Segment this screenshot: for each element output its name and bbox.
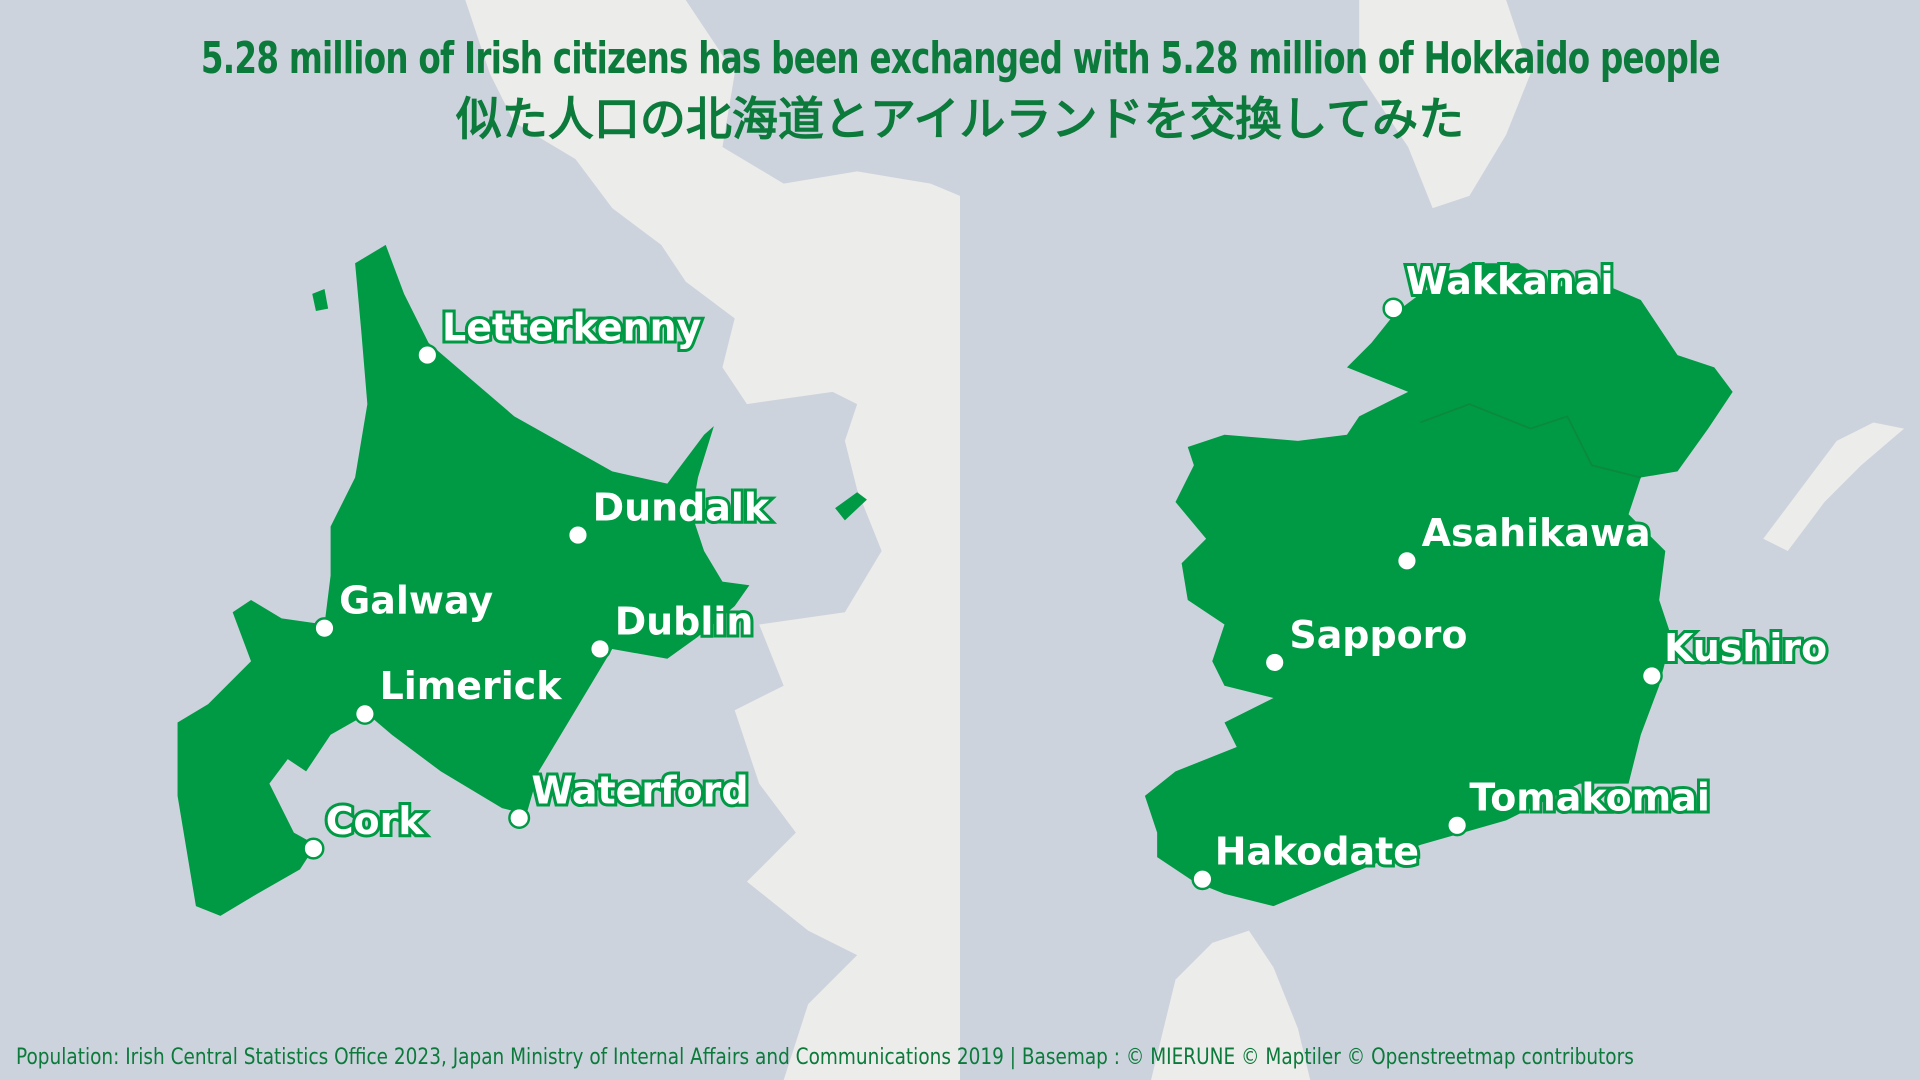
- city-label: Limerick: [380, 664, 563, 708]
- city-label: Asahikawa: [1422, 511, 1651, 555]
- title-japanese: 似た人口の北海道とアイルランドを交換してみた: [455, 91, 1465, 146]
- city-layer: Letterkenny Dundalk Galway Dublin Limerick Co…: [302, 256, 1830, 891]
- city-label: Cork: [326, 799, 425, 843]
- city-marker: [416, 344, 439, 367]
- hokkaido-shape: [177, 244, 750, 916]
- city-marker: [1395, 549, 1418, 572]
- city-marker: [508, 806, 531, 829]
- city-marker: [313, 617, 336, 640]
- city-marker: [1382, 297, 1405, 320]
- city-label: Hakodate: [1215, 829, 1419, 873]
- title-block: 5.28 million of Irish citizens has been …: [0, 33, 1920, 146]
- city-label: Dublin: [615, 599, 754, 643]
- city-marker: [302, 837, 325, 860]
- island-kunashiri: [835, 492, 867, 521]
- title-english: 5.28 million of Irish citizens has been …: [200, 33, 1720, 84]
- city-marker: [1640, 664, 1663, 687]
- island-rishiri: [312, 288, 329, 312]
- city-label: Tomakomai: [1469, 776, 1709, 820]
- basemap-great-britain: [465, 0, 960, 1080]
- ireland-shape: [1144, 263, 1733, 907]
- city-label: Galway: [339, 578, 493, 622]
- city-marker: [1263, 651, 1286, 674]
- city-marker: [588, 637, 612, 660]
- attribution-footer: Population: Irish Central Statistics Off…: [16, 1045, 1634, 1070]
- city-label: Letterkenny: [442, 305, 702, 349]
- city-marker: [566, 524, 589, 547]
- northern-ireland-border: [1420, 403, 1642, 479]
- basemap-sakhalin: [1359, 0, 1531, 209]
- city-label: Sapporo: [1289, 613, 1467, 657]
- basemap-honshu: [1151, 930, 1311, 1080]
- city-label: Kushiro: [1664, 626, 1827, 670]
- city-label: Waterford: [531, 768, 748, 812]
- city-marker: [353, 702, 376, 725]
- basemap-kuril: [1763, 422, 1905, 552]
- city-marker: [1446, 814, 1469, 837]
- city-label: Wakkanai: [1406, 259, 1614, 303]
- city-label: Dundalk: [593, 485, 770, 529]
- city-marker: [1191, 868, 1214, 891]
